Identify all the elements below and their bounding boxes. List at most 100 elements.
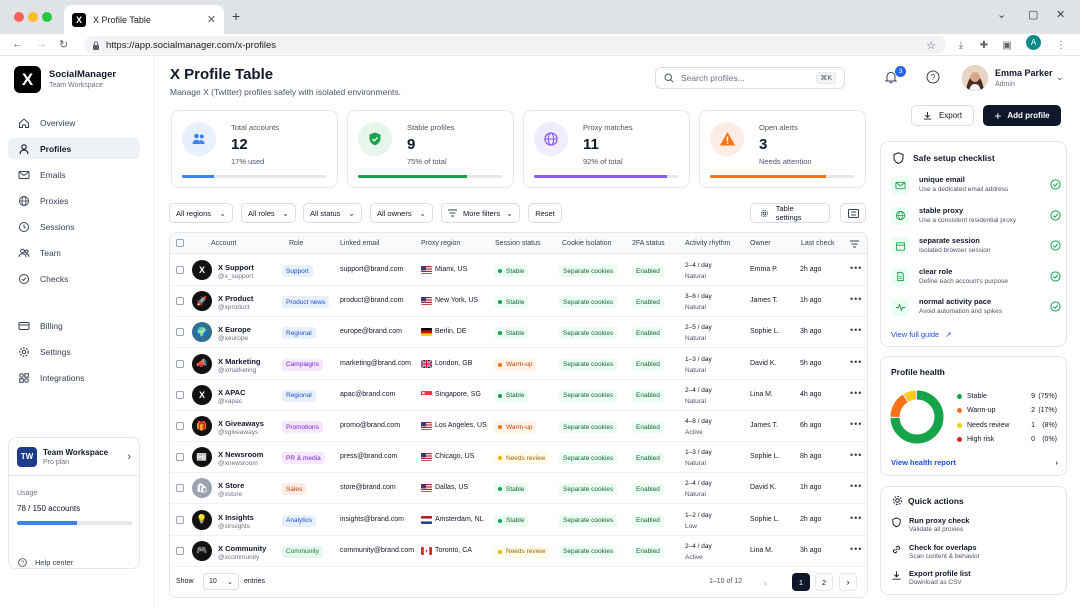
chevron-down-icon[interactable]: ⌄ bbox=[997, 9, 1007, 21]
column-header[interactable]: Linked email bbox=[340, 240, 380, 247]
account-name[interactable]: X Support bbox=[218, 263, 254, 272]
row-checkbox[interactable] bbox=[176, 546, 184, 555]
download-icon[interactable]: ⤓ bbox=[958, 39, 964, 51]
quick-action-item[interactable]: Export profile list Download as CSV bbox=[891, 567, 1061, 593]
table-row[interactable]: 🎮 X Community @xcommunity Community comm… bbox=[170, 536, 867, 567]
avatar[interactable] bbox=[962, 65, 988, 91]
account-name[interactable]: X Community bbox=[218, 543, 267, 553]
address-bar[interactable]: https://app.socialmanager.com/x-profiles… bbox=[84, 36, 946, 54]
more-options-icon[interactable]: ••• bbox=[850, 325, 863, 336]
account-name[interactable]: X Giveaways bbox=[218, 419, 264, 428]
row-checkbox[interactable] bbox=[176, 297, 184, 306]
account-name[interactable]: X Europe bbox=[218, 325, 251, 335]
sidebar-item-emails[interactable]: Emails bbox=[8, 164, 140, 185]
next-page-button[interactable]: › bbox=[839, 573, 857, 591]
table-row[interactable]: 💡 X Insights @xinsights Analytics insigh… bbox=[170, 505, 867, 536]
column-header[interactable]: Session status bbox=[495, 240, 541, 247]
account-name[interactable]: X Newsroom bbox=[218, 450, 264, 460]
column-header[interactable]: 2FA status bbox=[632, 240, 665, 247]
close-window-button[interactable] bbox=[14, 12, 24, 22]
column-header[interactable]: Last check bbox=[801, 240, 835, 247]
columns-button[interactable] bbox=[840, 203, 866, 223]
more-filters-button[interactable]: More filters ⌄ bbox=[441, 203, 520, 223]
row-checkbox[interactable] bbox=[176, 390, 184, 399]
table-row[interactable]: 🎁 X Giveaways @xgiveaways Promotions pro… bbox=[170, 411, 867, 442]
quick-action-item[interactable]: Check for overlaps Scan content & behavi… bbox=[891, 541, 1061, 567]
reload-icon[interactable]: ↻ bbox=[59, 39, 69, 51]
more-options-icon[interactable]: ••• bbox=[850, 387, 863, 398]
more-options-icon[interactable]: ••• bbox=[850, 294, 863, 305]
quick-action-item[interactable]: Run proxy check Validate all proxies bbox=[891, 514, 1061, 540]
column-header[interactable]: Activity rhythm bbox=[685, 240, 731, 247]
bell-icon[interactable] bbox=[884, 70, 898, 84]
sidebar-item-integrations[interactable]: Integrations bbox=[8, 367, 140, 388]
sidebar-item-billing[interactable]: Billing bbox=[8, 315, 140, 336]
sidebar-item-sessions[interactable]: Sessions bbox=[8, 216, 140, 237]
column-header[interactable]: Owner bbox=[750, 240, 771, 247]
table-row[interactable]: 🛍 X Store @xstore Sales store@brand.com … bbox=[170, 473, 867, 505]
browser-tab[interactable]: X X Profile Table ✕ bbox=[64, 5, 224, 34]
row-checkbox[interactable] bbox=[176, 328, 184, 337]
side-panel-icon[interactable]: ▣ bbox=[1002, 39, 1012, 51]
more-options-icon[interactable]: ••• bbox=[850, 512, 863, 523]
sidebar-item-overview[interactable]: Overview bbox=[8, 112, 140, 133]
row-checkbox[interactable] bbox=[176, 515, 184, 524]
more-options-icon[interactable]: ••• bbox=[850, 356, 863, 367]
tab-close-icon[interactable]: ✕ bbox=[206, 14, 216, 26]
workspace-switcher[interactable]: TW Team Workspace Pro plan › bbox=[9, 438, 139, 476]
table-row[interactable]: 📰 X Newsroom @xnewsroom PR & media press… bbox=[170, 442, 867, 474]
account-name[interactable]: X Store bbox=[218, 481, 245, 491]
view-health-report-link[interactable]: View health report › bbox=[891, 458, 1058, 467]
account-name[interactable]: X Marketing bbox=[218, 356, 261, 366]
new-tab-button[interactable]: + bbox=[232, 8, 241, 24]
window-maximize-icon[interactable]: ▢ bbox=[1028, 9, 1039, 21]
minimize-window-button[interactable] bbox=[28, 12, 38, 22]
sidebar-item-checks[interactable]: Checks bbox=[8, 268, 140, 289]
table-row[interactable]: 📣 X Marketing @xmarketing Campaigns mark… bbox=[170, 349, 867, 380]
row-checkbox[interactable] bbox=[176, 453, 184, 462]
reset-button[interactable]: Reset bbox=[528, 203, 562, 223]
table-settings-button[interactable]: Table settings bbox=[750, 203, 830, 223]
sidebar-item-settings[interactable]: Settings bbox=[8, 341, 140, 362]
browser-profile-avatar[interactable]: A bbox=[1026, 35, 1041, 50]
page-size-select[interactable]: 10 ⌄ bbox=[203, 573, 239, 590]
row-checkbox[interactable] bbox=[176, 484, 184, 493]
chevron-down-icon[interactable]: ⌄ bbox=[1056, 72, 1064, 82]
row-checkbox[interactable] bbox=[176, 266, 184, 274]
window-close-icon[interactable]: ✕ bbox=[1056, 9, 1066, 21]
filter-lines-icon[interactable] bbox=[850, 240, 859, 248]
add-profile-button[interactable]: + Add profile bbox=[983, 105, 1061, 126]
view-guide-link[interactable]: View full guide ↗ bbox=[891, 330, 952, 339]
help-circle-icon[interactable]: ? bbox=[926, 70, 940, 84]
column-header[interactable]: Proxy region bbox=[421, 240, 461, 247]
forward-arrow-icon[interactable]: → bbox=[36, 38, 47, 50]
table-row[interactable]: 🚀 X Product @xproduct Product news produ… bbox=[170, 286, 867, 318]
filter-regions[interactable]: All regions ⌄ bbox=[169, 203, 233, 223]
filter-roles[interactable]: All roles ⌄ bbox=[241, 203, 296, 223]
select-all-checkbox[interactable] bbox=[176, 239, 184, 247]
more-options-icon[interactable]: ••• bbox=[850, 450, 863, 461]
sidebar-item-team[interactable]: Team bbox=[8, 242, 140, 263]
more-options-icon[interactable]: ••• bbox=[850, 419, 863, 429]
search-input[interactable]: Search profiles... ⌘K bbox=[655, 67, 845, 89]
bookmark-star-icon[interactable]: ☆ bbox=[926, 39, 936, 52]
menu-dots-icon[interactable]: ⋮ bbox=[1056, 39, 1066, 51]
more-options-icon[interactable]: ••• bbox=[850, 263, 863, 273]
page-button-current[interactable]: 1 bbox=[792, 573, 810, 591]
table-row[interactable]: X X Support @x_support Support support@b… bbox=[170, 255, 867, 286]
account-name[interactable]: X Product bbox=[218, 294, 254, 304]
filter-owners[interactable]: All owners ⌄ bbox=[370, 203, 433, 223]
page-button[interactable]: 2 bbox=[815, 573, 833, 591]
sidebar-item-profiles[interactable]: Profiles bbox=[8, 138, 140, 159]
row-checkbox[interactable] bbox=[176, 359, 184, 368]
back-arrow-icon[interactable]: ← bbox=[12, 38, 23, 50]
help-center-link[interactable]: ? Help center bbox=[18, 558, 73, 567]
account-name[interactable]: X APAC bbox=[218, 387, 246, 397]
table-row[interactable]: 🌍 X Europe @xeurope Regional europe@bran… bbox=[170, 317, 867, 349]
column-header[interactable]: Cookie isolation bbox=[562, 240, 612, 247]
column-header[interactable]: Account bbox=[211, 240, 237, 247]
row-checkbox[interactable] bbox=[176, 422, 184, 430]
sidebar-item-proxies[interactable]: Proxies bbox=[8, 190, 140, 211]
more-options-icon[interactable]: ••• bbox=[850, 481, 863, 492]
prev-page-button[interactable]: ‹ bbox=[764, 577, 767, 588]
